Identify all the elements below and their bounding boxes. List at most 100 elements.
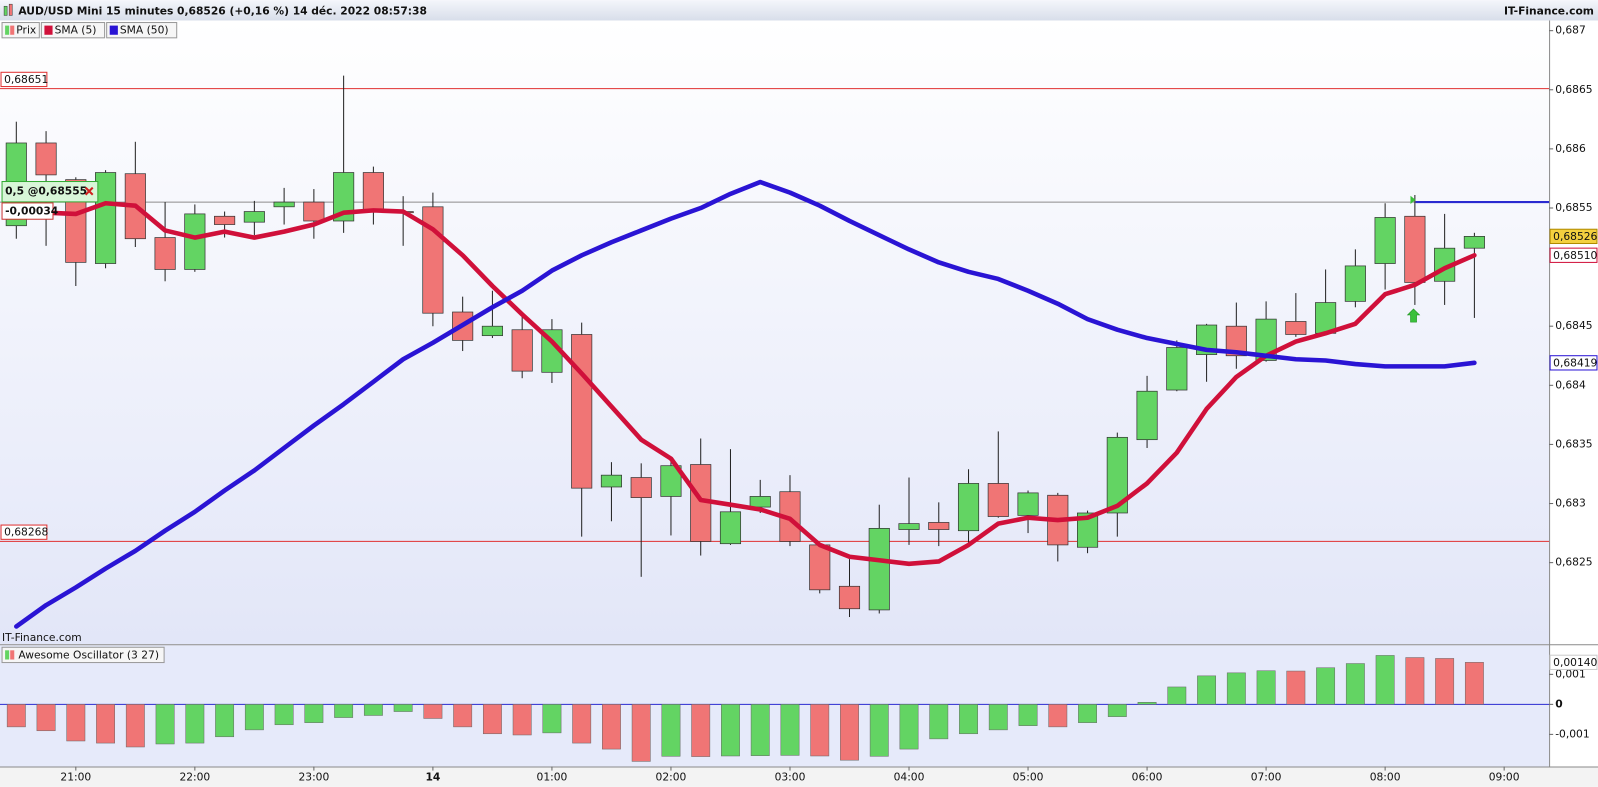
oscillator-bar [721, 704, 740, 757]
legend-box [106, 22, 178, 39]
candle-body [243, 211, 265, 223]
candle-body [571, 334, 593, 489]
y-tick-label: -0,001 [1555, 727, 1589, 740]
oscillator-bar [1405, 657, 1425, 705]
oscillator-bar [1018, 704, 1038, 726]
x-tick-label: 22:00 [179, 771, 210, 784]
level-label: 0,68268 [4, 526, 48, 539]
legend-box [40, 22, 106, 39]
candle-body [987, 483, 1009, 517]
oscillator-bar [661, 704, 681, 757]
candle-body [957, 483, 980, 532]
value-label: 0,68419 [1549, 355, 1598, 371]
level-label-box [0, 71, 48, 88]
y-tick-label: 0,6825 [1555, 556, 1592, 569]
legend-item: Prix [1, 22, 40, 39]
value-label: 0,68526 [1549, 228, 1598, 245]
source: IT-Finance.com [1504, 4, 1594, 17]
candle-body [1255, 318, 1277, 361]
x-tick-label: 05:00 [1013, 771, 1044, 784]
y-tick-label: 0,001 [1555, 667, 1586, 680]
legend-item: Awesome Oscillator (3 27) [1, 646, 165, 664]
oscillator-bar [1107, 704, 1127, 717]
candle-body [1404, 215, 1426, 283]
x-tick-label: 01:00 [537, 771, 568, 784]
legend-swatch [5, 25, 10, 35]
candle-body [333, 172, 355, 222]
candle-body [1136, 390, 1158, 441]
oscillator-bar [393, 704, 413, 712]
legend-box [1, 646, 165, 664]
oscillator-bar [1316, 667, 1336, 705]
candle-body [749, 496, 771, 508]
candle-body [1344, 265, 1366, 302]
oscillator-bar [6, 704, 26, 728]
x-tick-label: 21:00 [60, 771, 91, 784]
candle-body [1463, 236, 1485, 249]
oscillator-bar [423, 704, 443, 719]
x-tick-label: 07:00 [1251, 771, 1282, 784]
oscillator-bar [602, 704, 621, 750]
legend-swatch [109, 25, 118, 35]
candle-body [1225, 325, 1247, 357]
sma-line [14, 179, 1477, 629]
fib-label-box [1, 181, 99, 203]
value-label-box [1549, 355, 1598, 371]
y-tick-label: 0,687 [1555, 24, 1586, 37]
candle-body [214, 215, 236, 225]
oscillator-bar [453, 704, 473, 728]
value-label: 0,68510 [1549, 247, 1598, 263]
value-label: 0,00140 [1549, 654, 1598, 670]
candle-body [1166, 347, 1188, 391]
candle-body [1017, 492, 1039, 516]
oscillator-bar [1167, 686, 1187, 705]
oscillator-bar [1286, 670, 1306, 705]
candle-body [898, 523, 920, 530]
oscillator-bar [1078, 704, 1097, 723]
fib-change-box [1, 202, 54, 220]
oscillator-bar [572, 704, 592, 744]
candle-body [809, 544, 831, 591]
legend-swatch [10, 25, 15, 35]
legend-item: SMA (50) [106, 22, 178, 39]
y-tick-label: 0,6835 [1555, 437, 1592, 450]
oscillator-bar [840, 704, 859, 761]
watermark: IT-Finance.com [2, 631, 82, 644]
candle-body [1285, 321, 1307, 335]
x-tick-label: 08:00 [1370, 771, 1401, 784]
candle-body [273, 201, 295, 208]
oscillator-bar [482, 704, 502, 735]
value-label-box [1549, 228, 1598, 245]
candle-body [1077, 512, 1099, 548]
oscillator-bar [512, 704, 532, 736]
x-tick-label: 03:00 [775, 771, 806, 784]
x-tick-label: 04:00 [894, 771, 925, 784]
level-label-box [0, 524, 48, 540]
y-tick-label: 0,6855 [1555, 201, 1592, 214]
oscillator-bar [691, 704, 711, 757]
candle-body [154, 237, 176, 270]
oscillator-bar [631, 704, 651, 762]
oscillator-bar [899, 704, 919, 750]
value-label-box [1549, 247, 1598, 263]
legend-item: SMA (5) [40, 22, 106, 39]
candle-body [660, 465, 682, 497]
level-label: 0,68651 [4, 73, 48, 86]
legend-label: SMA (50) [120, 24, 169, 37]
oscillator-bar [1464, 662, 1484, 705]
candle-body [362, 172, 384, 212]
candle-body [1374, 217, 1396, 264]
oscillator-bar [542, 704, 562, 734]
fib-label: 0,5 @0,68555 [5, 185, 87, 198]
x-tick-label: 02:00 [656, 771, 687, 784]
x-tick-label: 23:00 [298, 771, 329, 784]
legend-swatch [5, 650, 10, 660]
icon-bar [8, 3, 13, 16]
x-tick-label: 09:00 [1489, 771, 1520, 784]
oscillator-bar [988, 704, 1008, 731]
sma-line [14, 200, 1477, 567]
y-tick-label: 0,683 [1555, 497, 1586, 510]
candle-body [630, 477, 652, 498]
